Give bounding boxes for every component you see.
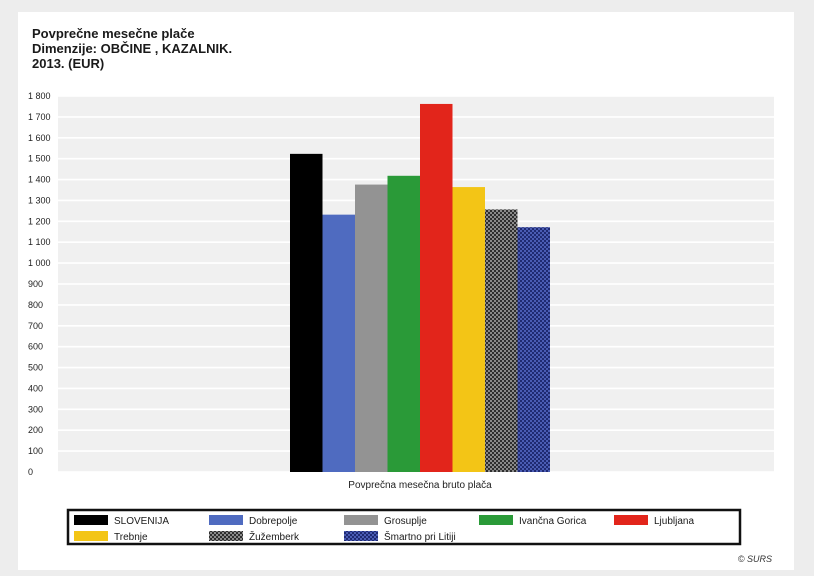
legend-label: Šmartno pri Litiji (384, 530, 456, 543)
y-tick-label: 100 (28, 446, 43, 456)
chart-panel: Povprečne mesečne plače Dimenzije: OBČIN… (18, 12, 794, 570)
legend-swatch (74, 531, 108, 541)
y-tick-label: 1 700 (28, 112, 51, 122)
chart-title: Povprečne mesečne plače Dimenzije: OBČIN… (32, 26, 452, 71)
y-tick-label: 200 (28, 425, 43, 435)
legend-swatch (209, 531, 243, 541)
legend-label: SLOVENIJA (114, 516, 169, 527)
y-tick-label: 0 (28, 467, 33, 477)
bar-ljubljana (420, 103, 453, 472)
bar-chart: 0 100 200 300 400 500 600 700 800 900 1 000 1 100 1 … (28, 91, 774, 546)
y-tick-label: 1 500 (28, 154, 51, 164)
legend-swatch (344, 515, 378, 525)
legend-label: Grosuplje (384, 516, 427, 527)
y-axis-tick-labels: 0 100 200 300 400 500 600 700 800 900 1 000 1 100 1 … (28, 91, 51, 477)
chart-title-line-2: Dimenzije: OBČINE , KAZALNIK. (32, 41, 233, 56)
bar-trebnje (452, 187, 485, 472)
y-tick-label: 1 400 (28, 175, 51, 185)
y-tick-label: 1 800 (28, 91, 51, 101)
legend-swatch (479, 515, 513, 525)
y-tick-label: 700 (28, 321, 43, 331)
legend-label: Dobrepolje (249, 516, 298, 527)
copyright: © SURS (737, 554, 772, 564)
legend-label: Žužemberk (249, 530, 300, 543)
y-tick-label: 300 (28, 404, 43, 414)
y-tick-label: 1 600 (28, 133, 51, 143)
legend-swatch (614, 515, 648, 525)
y-tick-label: 1 100 (28, 237, 51, 247)
y-tick-label: 1 300 (28, 195, 51, 205)
x-category-label: Povprečna mesečna bruto plača (348, 480, 492, 491)
y-tick-label: 600 (28, 342, 43, 352)
y-tick-label: 900 (28, 279, 43, 289)
y-tick-label: 1 000 (28, 258, 51, 268)
y-tick-label: 1 200 (28, 216, 51, 226)
bar-slovenija (290, 153, 323, 472)
legend-swatch (209, 515, 243, 525)
legend-swatch (74, 515, 108, 525)
bar--martno-pri-litiji (517, 227, 550, 472)
legend-label: Ljubljana (654, 516, 694, 527)
y-tick-label: 500 (28, 363, 43, 373)
bar--u-emberk (485, 209, 518, 472)
legend: SLOVENIJA Dobrepolje Grosuplje Ivančna Gori… (66, 508, 742, 546)
bar-grosuplje (355, 184, 388, 472)
legend-label: Trebnje (114, 532, 148, 543)
legend-swatch (344, 531, 378, 541)
y-tick-label: 400 (28, 383, 43, 393)
bar-ivan-na-gorica (387, 175, 420, 472)
chart-title-line-3: 2013. (EUR) (32, 56, 105, 71)
y-tick-label: 800 (28, 300, 43, 310)
x-axis-labels: Povprečna mesečna bruto plača (348, 480, 492, 491)
legend-label: Ivančna Gorica (519, 516, 587, 527)
bar-dobrepolje (322, 214, 355, 472)
bars (290, 103, 550, 472)
chart-title-line-1: Povprečne mesečne plače (32, 26, 195, 41)
